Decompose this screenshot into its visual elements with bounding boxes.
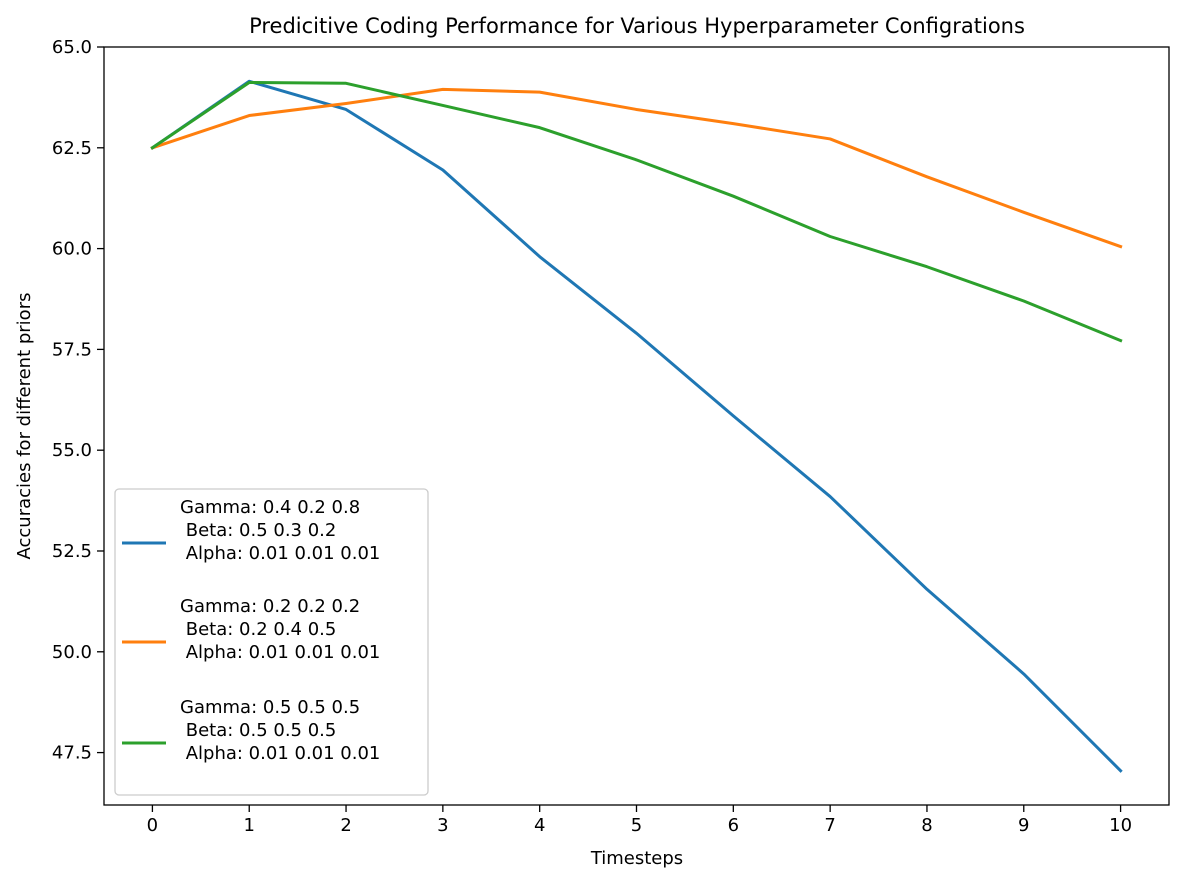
y-tick-label: 50.0: [52, 642, 92, 663]
series-line-3: [150, 80, 1123, 343]
y-tick-label: 47.5: [52, 743, 92, 764]
legend-entry-line: Gamma: 0.4 0.2 0.8: [180, 497, 360, 518]
x-tick-label: 1: [244, 815, 255, 836]
y-tick-label: 52.5: [52, 541, 92, 562]
x-tick-label: 10: [1109, 815, 1132, 836]
y-tick-label: 60.0: [52, 239, 92, 260]
legend-entry-3: Gamma: 0.5 0.5 0.5 Beta: 0.5 0.5 0.5 Alp…: [180, 697, 380, 764]
x-tick-label: 4: [534, 815, 545, 836]
legend-entry-line: Beta: 0.5 0.3 0.2: [180, 520, 336, 541]
legend-entry-line: Alpha: 0.01 0.01 0.01: [180, 743, 380, 764]
x-tick-label: 0: [147, 815, 158, 836]
legend-entry-line: Alpha: 0.01 0.01 0.01: [180, 543, 380, 564]
y-tick-label: 62.5: [52, 138, 92, 159]
legend-entry-2: Gamma: 0.2 0.2 0.2 Beta: 0.2 0.4 0.5 Alp…: [180, 596, 380, 663]
x-tick-label: 3: [437, 815, 448, 836]
x-tick-label: 2: [340, 815, 351, 836]
legend-box: [114, 488, 429, 796]
axes-layer: 0 1 2 3 4 5 6 7 8 9 10 47.5 50.0 52.5 55.0 57.5 60.0 62.5…: [52, 37, 1170, 836]
series-line-2: [150, 87, 1123, 249]
x-tick-label: 8: [921, 815, 932, 836]
y-tick-label: 55.0: [52, 440, 92, 461]
legend-entry-line: Beta: 0.5 0.5 0.5: [180, 720, 336, 741]
x-tick-label: 9: [1018, 815, 1029, 836]
chart-title: Predicitive Coding Performance for Vario…: [249, 14, 1025, 38]
series-layer: [150, 79, 1123, 773]
x-axis-label: Timesteps: [590, 848, 683, 869]
legend: Gamma: 0.4 0.2 0.8 Beta: 0.5 0.3 0.2 Alp…: [114, 488, 429, 796]
y-tick-label: 57.5: [52, 339, 92, 360]
y-axis-label: Accuracies for different priors: [14, 293, 35, 560]
legend-entry-1: Gamma: 0.4 0.2 0.8 Beta: 0.5 0.3 0.2 Alp…: [180, 497, 380, 564]
x-tick-label: 6: [728, 815, 739, 836]
legend-entry-line: Beta: 0.2 0.4 0.5: [180, 619, 336, 640]
x-tick-label: 5: [631, 815, 642, 836]
y-tick-label: 65.0: [52, 37, 92, 58]
legend-entry-line: Gamma: 0.5 0.5 0.5: [180, 697, 360, 718]
series-line-1: [150, 79, 1123, 773]
legend-entry-line: Gamma: 0.2 0.2 0.2: [180, 596, 360, 617]
legend-entry-line: Alpha: 0.01 0.01 0.01: [180, 642, 380, 663]
x-tick-label: 7: [824, 815, 835, 836]
